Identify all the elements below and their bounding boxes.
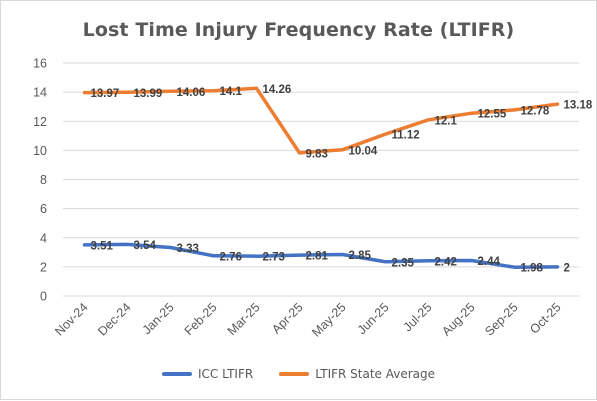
y-tick-label-2: 4 (40, 231, 47, 245)
data-label-s1-8: 12.1 (435, 115, 458, 127)
x-tick-label-0: Nov-24 (52, 300, 90, 338)
data-label-s0-4: 2.73 (263, 252, 285, 264)
data-label-s1-6: 10.04 (349, 145, 378, 157)
x-tick-label-10: Sep-25 (482, 300, 520, 338)
data-label-s0-2: 3.33 (177, 243, 199, 255)
legend-item-icc: ICC LTIFR (161, 367, 254, 381)
y-tick-label-4: 8 (40, 173, 47, 187)
data-label-s0-6: 2.85 (349, 250, 372, 262)
chart-title: Lost Time Injury Frequency Rate (LTIFR) (82, 19, 515, 41)
x-tick-label-11: Oct-25 (527, 300, 563, 336)
legend-label-icc: ICC LTIFR (197, 367, 254, 381)
legend-label-state: LTIFR State Average (315, 367, 436, 381)
x-tick-label-1: Dec-24 (95, 300, 133, 338)
x-tick-label-4: Mar-25 (225, 300, 263, 338)
legend-item-state: LTIFR State Average (279, 367, 435, 381)
data-label-s1-10: 12.78 (521, 105, 550, 117)
y-tick-label-1: 2 (40, 260, 47, 274)
data-label-s0-7: 2.35 (392, 257, 415, 269)
data-label-s0-10: 1.98 (521, 263, 544, 275)
x-tick-label-8: Jul-25 (401, 300, 435, 334)
x-tick-label-2: Jan-25 (140, 300, 177, 337)
series-line-0 (82, 242, 560, 269)
x-tick-label-9: Aug-25 (439, 300, 477, 338)
data-label-s1-11: 13.18 (564, 100, 593, 112)
data-label-s1-0: 13.97 (91, 88, 120, 100)
data-label-s1-4: 14.26 (263, 84, 292, 96)
legend: ICC LTIFR LTIFR State Average (1, 367, 596, 381)
legend-swatch-state (279, 372, 310, 376)
data-label-s0-9: 2.44 (478, 256, 501, 268)
data-label-s0-5: 2.81 (306, 251, 329, 263)
data-label-s1-5: 9.83 (306, 148, 328, 160)
y-tick-label-7: 14 (33, 86, 47, 100)
data-label-s1-2: 14.06 (177, 87, 206, 99)
series-line-1 (82, 86, 560, 155)
x-tick-label-6: May-25 (309, 300, 348, 339)
y-tick-label-5: 10 (33, 144, 47, 158)
y-tick-label-8: 16 (33, 57, 47, 71)
y-tick-label-6: 12 (33, 115, 47, 129)
x-tick-label-3: Feb-25 (182, 300, 220, 338)
data-label-s1-3: 14.1 (220, 86, 243, 98)
data-label-s0-0: 3.51 (91, 240, 114, 252)
data-label-s1-1: 13.99 (134, 88, 163, 100)
x-tick-label-7: Jun-25 (355, 300, 392, 337)
x-tick-label-5: Apr-25 (269, 300, 305, 336)
data-label-s0-8: 2.42 (435, 256, 457, 268)
legend-swatch-icc (161, 372, 192, 376)
data-label-s0-3: 2.76 (220, 251, 242, 263)
data-label-s1-9: 12.55 (478, 109, 507, 121)
data-label-s0-1: 3.54 (134, 240, 157, 252)
data-label-s1-7: 11.12 (392, 130, 420, 142)
y-tick-label-0: 0 (40, 290, 47, 304)
y-tick-label-3: 6 (40, 202, 47, 216)
data-label-s0-11: 2 (564, 262, 570, 274)
